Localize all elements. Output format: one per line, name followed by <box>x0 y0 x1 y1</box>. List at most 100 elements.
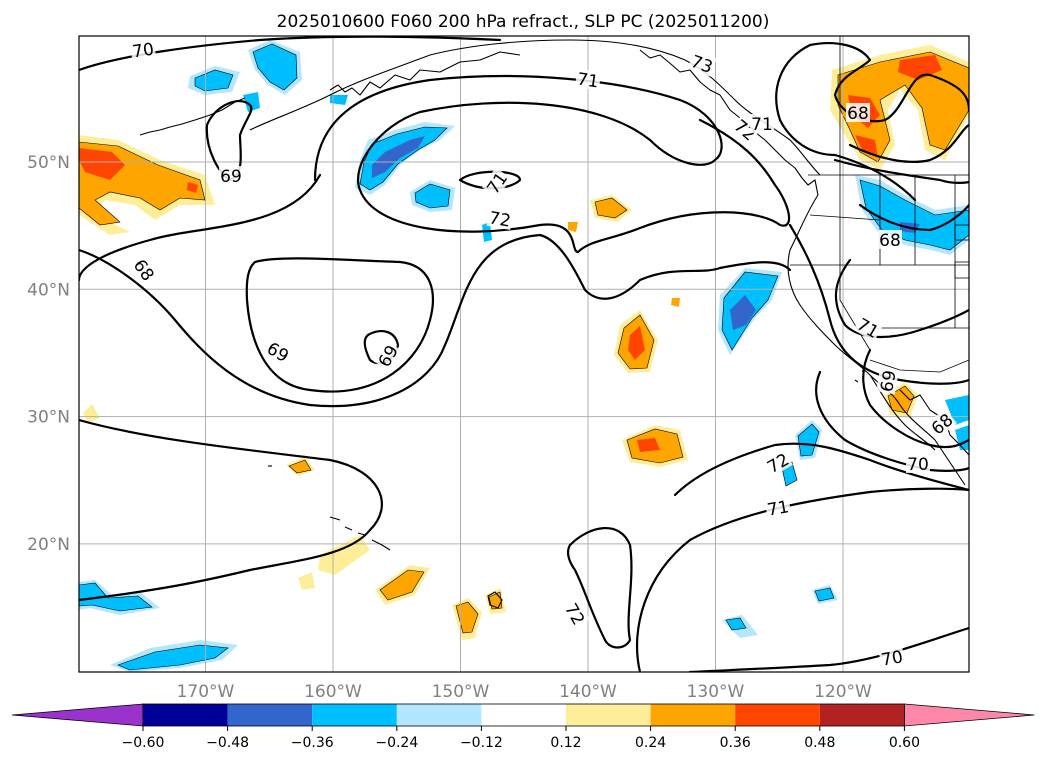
contour-label-background <box>486 207 514 230</box>
strong-positive-anomaly <box>187 182 198 193</box>
isoline <box>245 257 434 393</box>
longitude-label: 130°W <box>687 682 745 702</box>
contour-label-background <box>129 38 157 61</box>
strong-positive-anomaly <box>628 326 645 360</box>
contour-label-background <box>926 408 957 439</box>
positive-anomaly-area <box>298 572 315 590</box>
latitude-label: 40°N <box>27 280 70 300</box>
contour-label-background <box>878 646 906 669</box>
contour-label: 72 <box>487 208 512 231</box>
map-frame <box>78 35 970 673</box>
contour-label-background <box>764 496 792 519</box>
contour-label-background <box>730 114 761 145</box>
negative-anomaly-area <box>859 179 969 251</box>
isoline <box>79 173 322 282</box>
isoline <box>862 348 969 449</box>
contour-label-background <box>906 454 930 473</box>
colorbar-tick-label: 0.12 <box>550 735 581 751</box>
positive-anomaly-area <box>83 404 100 422</box>
negative-anomaly-area <box>725 617 747 631</box>
negative-anomaly-area <box>194 69 234 92</box>
negative-anomaly-area <box>330 95 348 105</box>
negative-anomaly-area <box>814 587 835 602</box>
longitude-label: 140°W <box>559 682 617 702</box>
colorbar-segment <box>735 704 820 726</box>
latitude-label: 30°N <box>27 408 70 428</box>
isoline <box>458 170 522 190</box>
colorbar-segment <box>227 704 313 726</box>
colorbar-segment <box>650 704 736 726</box>
contour-label: 70 <box>907 455 929 475</box>
isoline <box>775 43 917 202</box>
isoline <box>848 123 969 163</box>
latitude-label: 50°N <box>27 153 70 173</box>
isoline <box>673 442 969 497</box>
colorbar-tick-label: −0.12 <box>460 735 503 751</box>
negative-anomaly-area <box>117 644 229 671</box>
longitude-label: 150°W <box>432 682 490 702</box>
hawaii-island <box>487 591 503 609</box>
isoline <box>566 527 633 649</box>
latitude-labels: 50°N 40°N 30°N 20°N <box>27 153 70 555</box>
contour-label-background <box>129 254 160 285</box>
colorbar-segment <box>396 704 482 726</box>
negative-anomaly-area <box>252 43 298 91</box>
contour-label-background <box>878 230 902 249</box>
isoline <box>79 418 383 602</box>
colorbar-segment <box>312 704 397 726</box>
contour-label: 68 <box>847 104 869 124</box>
state-border <box>809 214 881 221</box>
figure-title: 2025010600 F060 200 hPa refract., SLP PC… <box>277 12 770 32</box>
negative-anomaly-area <box>414 183 451 209</box>
contour-label: 68 <box>879 231 901 251</box>
positive-anomaly-area <box>318 535 370 575</box>
isoline <box>688 626 969 672</box>
colorbar-tick-label: 0.60 <box>889 735 920 751</box>
us-west-coastline <box>787 194 966 486</box>
strong-negative-anomaly <box>730 295 756 330</box>
colorbar-tick-label: −0.60 <box>122 735 165 751</box>
colorbar-segment <box>819 704 905 726</box>
contour-label: 69 <box>877 369 900 394</box>
negative-anomaly-area <box>945 395 969 425</box>
strong-negative-anomaly <box>372 136 425 178</box>
colorbar-tick-label: −0.48 <box>206 735 249 751</box>
isoline <box>79 233 792 408</box>
contour-label-background <box>373 340 402 371</box>
colorbar-extend-min <box>11 703 144 727</box>
colorbar-segment <box>481 704 566 726</box>
isoline <box>833 158 969 184</box>
contour-label-background <box>876 367 899 395</box>
isoline <box>815 370 969 472</box>
map-panel: 7071696869717273696871687271707270726869… <box>27 35 970 702</box>
alaska-coastline <box>329 51 521 96</box>
colorbar-tick-label: −0.36 <box>291 735 334 751</box>
negative-anomaly-area <box>359 126 448 191</box>
colorbar: −0.60 −0.48 −0.36 −0.24 −0.12 0.12 0.24 0.36 0.4… <box>11 703 1035 751</box>
contour-label-background <box>687 50 717 77</box>
positive-anomaly-area <box>671 298 680 307</box>
aleutian-islands <box>139 97 246 136</box>
colorbar-frame <box>142 703 905 727</box>
colorbar-segment <box>566 704 651 726</box>
latitude-label: 20°N <box>27 535 70 555</box>
isoline <box>858 203 969 232</box>
positive-anomaly-area <box>568 222 578 232</box>
longitude-label: 160°W <box>304 682 362 702</box>
colorbar-extend-max <box>904 703 1035 727</box>
contour-label-background <box>853 313 884 342</box>
alaska-coastline <box>639 49 741 119</box>
contour-label: 69 <box>220 167 242 187</box>
strong-positive-anomaly <box>637 438 660 452</box>
negative-anomaly-area <box>243 92 260 112</box>
positive-anomaly-area <box>288 459 312 474</box>
positive-anomaly-area <box>837 51 969 163</box>
longitude-labels: 170°W 160°W 150°W 140°W 130°W 120°W <box>177 682 872 702</box>
isoline <box>313 74 791 254</box>
colorbar-tick-label: −0.24 <box>375 735 418 751</box>
positive-anomaly-area <box>379 569 425 601</box>
positive-anomaly-area <box>594 197 628 219</box>
contour-label: 71 <box>766 497 791 520</box>
contour-label-background <box>263 337 294 366</box>
